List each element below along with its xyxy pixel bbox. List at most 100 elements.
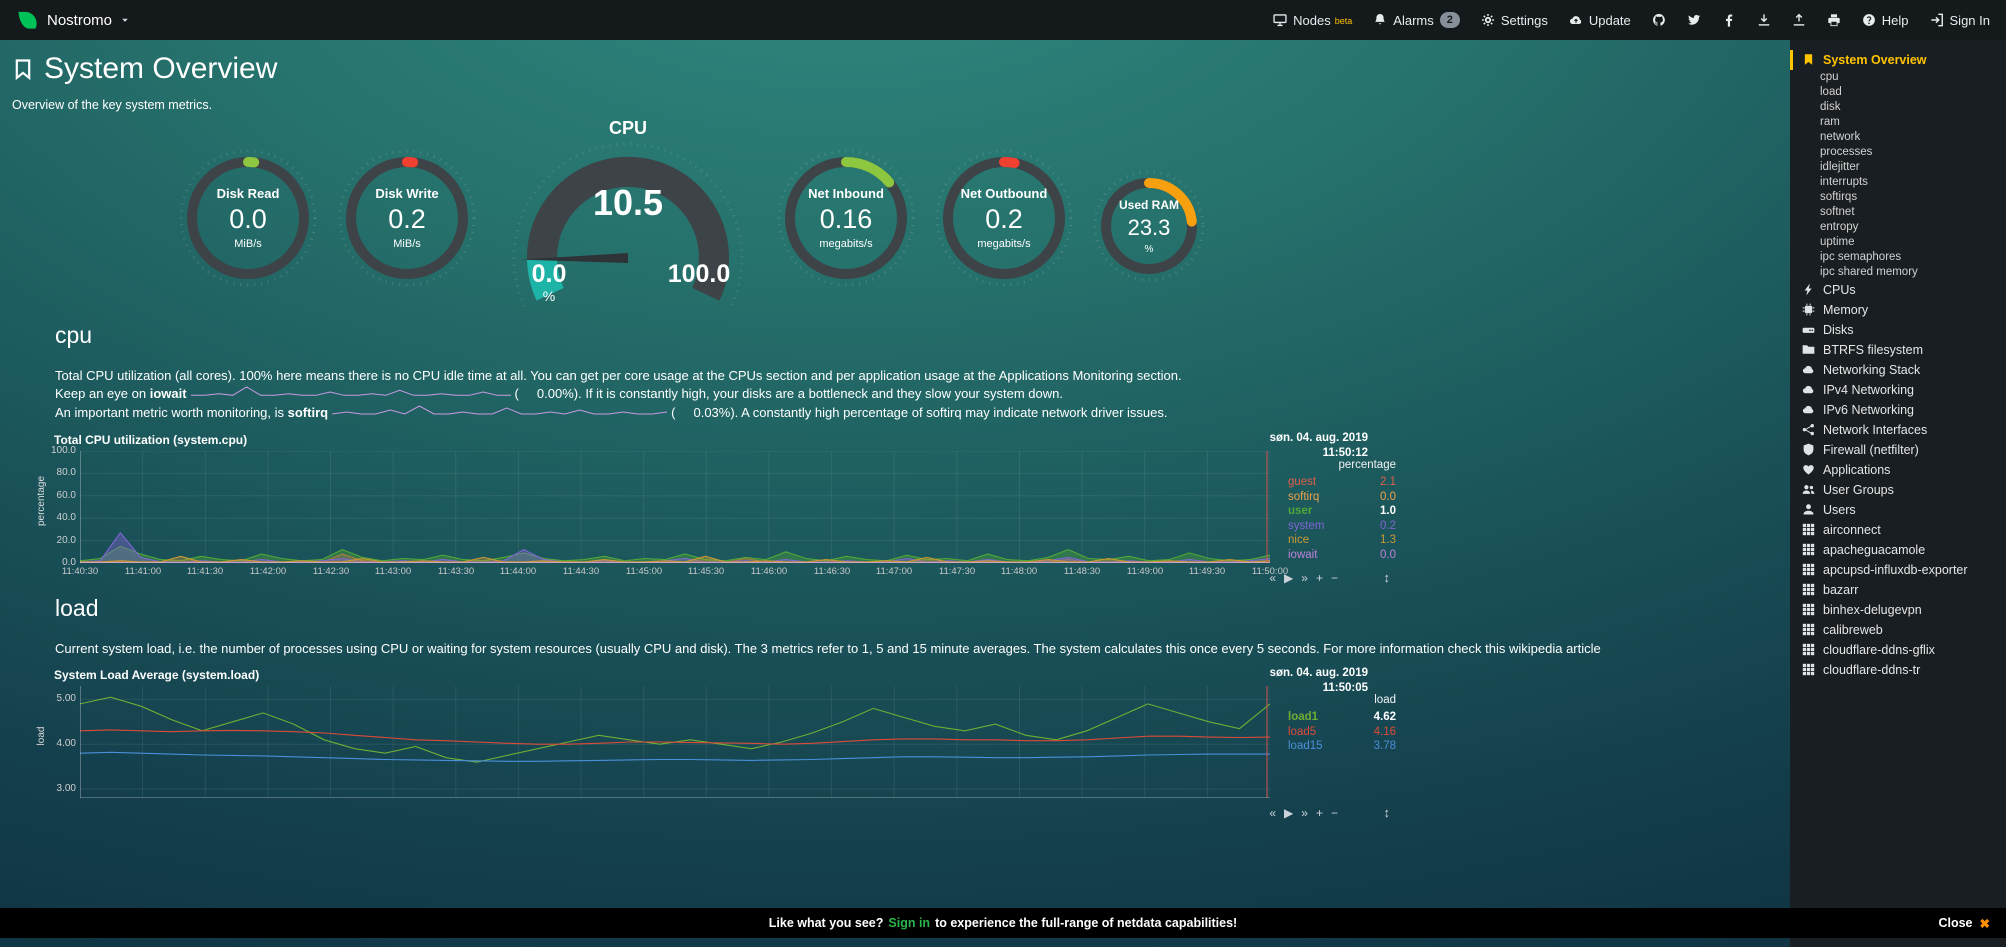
gauge-unit: MiB/s	[234, 238, 262, 250]
banner-close-button[interactable]: Close ✖	[1938, 916, 1990, 931]
sidebar-item-bazarr[interactable]: bazarr	[1790, 580, 2006, 600]
softirq-keyword: softirq	[287, 405, 329, 421]
gauge-value: 0.2	[985, 204, 1023, 234]
topbar-print[interactable]	[1827, 13, 1841, 27]
gauge-cpu[interactable]: CPU 10.5 0.0 100.0%	[508, 118, 748, 328]
sidebar-item-cpu[interactable]: cpu	[1790, 70, 2006, 85]
sidebar-item-memory[interactable]: Memory	[1790, 300, 2006, 320]
legend-item-nice[interactable]: nice 1.3	[1288, 533, 1396, 548]
sidebar-item-binhex-delugevpn[interactable]: binhex-delugevpn	[1790, 600, 2006, 620]
sidebar-item-label: softnet	[1820, 206, 1855, 218]
legend-item-softirq[interactable]: softirq 0.0	[1288, 490, 1396, 505]
sidebar-item-network[interactable]: network	[1790, 130, 2006, 145]
sidebar-item-processes[interactable]: processes	[1790, 145, 2006, 160]
topbar-upload[interactable]	[1792, 13, 1806, 27]
sidebar-item-network-interfaces[interactable]: Network Interfaces	[1790, 420, 2006, 440]
sidebar-item-user-groups[interactable]: User Groups	[1790, 480, 2006, 500]
legend-value: 4.16	[1373, 725, 1396, 738]
chart-plot[interactable]	[79, 450, 1271, 564]
chart-resize-handle[interactable]: ↕	[1383, 570, 1391, 586]
chart-toolbox-play[interactable]: ▶	[1284, 571, 1294, 586]
sidebar-item-users[interactable]: Users	[1790, 500, 2006, 520]
brand-menu[interactable]: Nostromo	[16, 9, 130, 32]
topbar-twitter[interactable]	[1687, 13, 1701, 27]
topbar-settings[interactable]: Settings	[1481, 13, 1548, 28]
sidebar-item-softirqs[interactable]: softirqs	[1790, 190, 2006, 205]
legend-item-load15[interactable]: load15 3.78	[1288, 739, 1396, 754]
x-tick-label: 11:42:30	[312, 566, 350, 578]
sidebar-item-ipc-shared-memory[interactable]: ipc shared memory	[1790, 265, 2006, 280]
sidebar-item-entropy[interactable]: entropy	[1790, 220, 2006, 235]
sidebar-item-interrupts[interactable]: interrupts	[1790, 175, 2006, 190]
banner-signin-link[interactable]: Sign in	[888, 916, 931, 930]
chart-plot[interactable]	[79, 686, 1271, 799]
sidebar-item-ram[interactable]: ram	[1790, 115, 2006, 130]
sidebar-item-idlejitter[interactable]: idlejitter	[1790, 160, 2006, 175]
grid-icon	[1802, 543, 1815, 556]
legend-value: 2.1	[1380, 476, 1396, 489]
legend-item-iowait[interactable]: iowait 0.0	[1288, 548, 1396, 563]
chart-resize-handle[interactable]: ↕	[1383, 805, 1391, 821]
topbar-alarms[interactable]: Alarms 2	[1373, 12, 1460, 28]
gauge-net-inbound[interactable]: Net Inbound 0.16 megabits/s	[777, 149, 915, 287]
sidebar-item-disks[interactable]: Disks	[1790, 320, 2006, 340]
x-tick-label: 11:45:30	[687, 566, 725, 578]
sidebar-item-airconnect[interactable]: airconnect	[1790, 520, 2006, 540]
sidebar-item-ipv6-networking[interactable]: IPv6 Networking	[1790, 400, 2006, 420]
topbar-nodes[interactable]: Nodes beta	[1273, 13, 1352, 28]
gauge-net-outbound[interactable]: Net Outbound 0.2 megabits/s	[935, 149, 1073, 287]
gauge-disk-write[interactable]: Disk Write 0.2 MiB/s	[338, 149, 476, 287]
sidebar-item-networking-stack[interactable]: Networking Stack	[1790, 360, 2006, 380]
sidebar-item-btrfs-filesystem[interactable]: BTRFS filesystem	[1790, 340, 2006, 360]
sidebar-item-cpus[interactable]: CPUs	[1790, 280, 2006, 300]
x-tick-label: 11:46:30	[813, 566, 851, 578]
topbar-download[interactable]	[1757, 13, 1771, 27]
sidebar-item-ipc-semaphores[interactable]: ipc semaphores	[1790, 250, 2006, 265]
chart-toolbox-pan-forward[interactable]: »	[1301, 571, 1308, 586]
github-icon	[1652, 13, 1666, 27]
sidebar-item-label: BTRFS filesystem	[1823, 343, 1924, 357]
chart-canvas[interactable]	[79, 686, 1271, 799]
sidebar-item-disk[interactable]: disk	[1790, 100, 2006, 115]
topbar-help[interactable]: Help	[1862, 13, 1909, 28]
legend-item-guest[interactable]: guest 2.1	[1288, 475, 1396, 490]
sidebar-item-apacheguacamole[interactable]: apacheguacamole	[1790, 540, 2006, 560]
legend-label: guest	[1288, 476, 1317, 489]
chart-toolbox-zoom-out[interactable]: −	[1330, 806, 1338, 821]
sidebar-item-system-overview[interactable]: System Overview	[1790, 50, 2006, 70]
chart-toolbox-zoom-in[interactable]: +	[1315, 571, 1323, 586]
chart-toolbox-zoom-in[interactable]: +	[1315, 806, 1323, 821]
sidebar-item-calibreweb[interactable]: calibreweb	[1790, 620, 2006, 640]
topbar-github[interactable]	[1652, 13, 1666, 27]
legend-item-load1[interactable]: load1 4.62	[1288, 710, 1396, 725]
chart-toolbox-pan-backward[interactable]: «	[1269, 806, 1277, 821]
hdd-icon	[1802, 323, 1815, 336]
cpu-desc-line2-post: ( 0.00%). If it is constantly high, your…	[514, 386, 1063, 401]
chart-toolbox-pan-backward[interactable]: «	[1269, 571, 1277, 586]
sidebar-item-label: uptime	[1820, 236, 1855, 248]
legend-item-load5[interactable]: load5 4.16	[1288, 725, 1396, 740]
topbar-facebook[interactable]	[1722, 13, 1736, 27]
sidebar-item-softnet[interactable]: softnet	[1790, 205, 2006, 220]
sidebar-item-applications[interactable]: Applications	[1790, 460, 2006, 480]
topbar-signin[interactable]: Sign In	[1930, 13, 1990, 28]
chart-toolbox-zoom-out[interactable]: −	[1330, 571, 1338, 586]
sidebar-item-ipv4-networking[interactable]: IPv4 Networking	[1790, 380, 2006, 400]
sidebar-item-cloudflare-ddns-gflix[interactable]: cloudflare-ddns-gflix	[1790, 640, 2006, 660]
legend-item-user[interactable]: user 1.0	[1288, 504, 1396, 519]
chart-toolbox: « ▶ » + −	[1269, 806, 1338, 820]
sidebar-item-cloudflare-ddns-tr[interactable]: cloudflare-ddns-tr	[1790, 660, 2006, 680]
cloud-icon	[1802, 383, 1815, 396]
sidebar-item-firewall-netfilter[interactable]: Firewall (netfilter)	[1790, 440, 2006, 460]
sidebar-item-uptime[interactable]: uptime	[1790, 235, 2006, 250]
sidebar-item-load[interactable]: load	[1790, 85, 2006, 100]
chart-toolbox-pan-forward[interactable]: »	[1301, 806, 1308, 821]
chart-toolbox-play[interactable]: ▶	[1284, 806, 1294, 821]
sidebar-item-label: Applications	[1823, 463, 1891, 477]
legend-item-system[interactable]: system 0.2	[1288, 519, 1396, 534]
gauge-disk-read[interactable]: Disk Read 0.0 MiB/s	[179, 149, 317, 287]
sidebar-item-apcupsd-influxdb-exporter[interactable]: apcupsd-influxdb-exporter	[1790, 560, 2006, 580]
topbar-update[interactable]: Update	[1569, 13, 1631, 28]
gauge-used-ram[interactable]: Used RAM 23.3%	[1093, 170, 1205, 282]
chart-canvas[interactable]	[79, 450, 1271, 564]
